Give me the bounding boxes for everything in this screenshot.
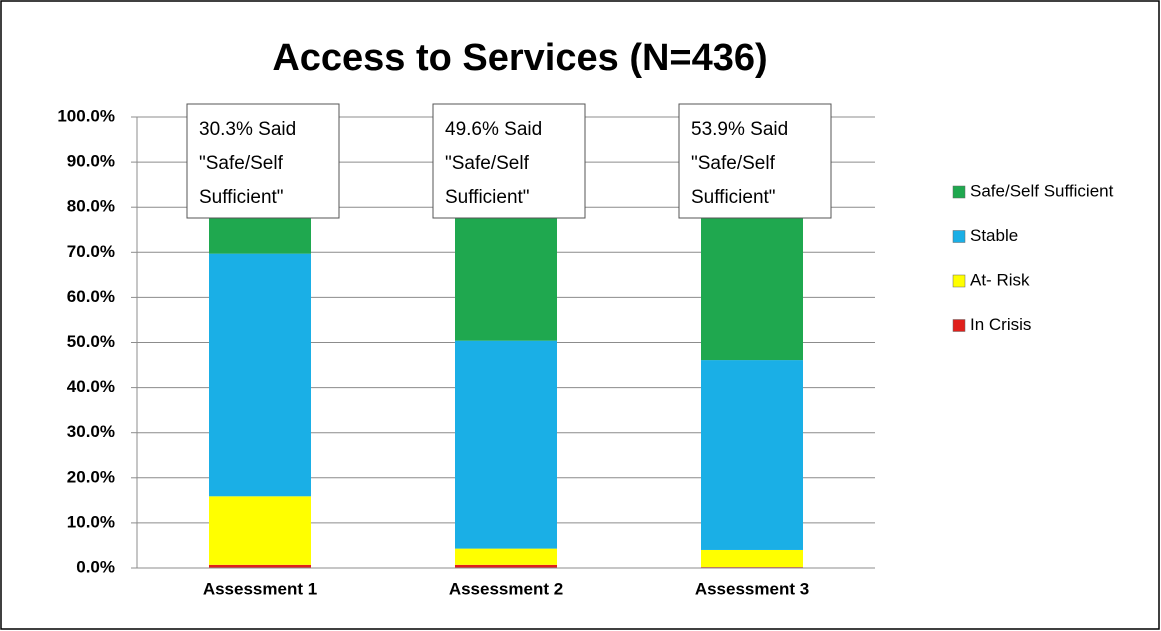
annotation-text: "Safe/Self: [691, 153, 776, 174]
annotation-box: [678, 103, 832, 219]
x-tick-label: Assessment 1: [203, 579, 317, 598]
y-tick-label: 80.0%: [67, 197, 115, 216]
legend-label: Safe/Self Sufficient: [970, 181, 1114, 200]
bar-segment: [455, 548, 557, 565]
legend-swatch: [952, 319, 966, 332]
y-tick-label: 0.0%: [76, 557, 115, 576]
chart-title: Access to Services (N=436): [272, 37, 767, 79]
annotation-text: Sufficient": [445, 187, 530, 208]
y-tick-label: 100.0%: [57, 106, 115, 125]
y-tick-label: 30.0%: [67, 422, 115, 441]
annotation-box: [432, 103, 586, 219]
x-tick-label: Assessment 3: [695, 579, 809, 598]
y-tick-label: 40.0%: [67, 377, 115, 396]
bar-segment: [209, 496, 311, 565]
annotation-text: Sufficient": [199, 187, 284, 208]
annotation-text: 49.6% Said: [445, 119, 542, 140]
annotation-text: "Safe/Self: [445, 153, 530, 174]
y-tick-label: 70.0%: [67, 242, 115, 261]
annotation-text: 53.9% Said: [691, 119, 788, 140]
y-tick-label: 60.0%: [67, 287, 115, 306]
bar-segment: [701, 549, 803, 568]
y-tick-label: 20.0%: [67, 467, 115, 486]
bar-segment: [455, 340, 557, 549]
y-tick-label: 90.0%: [67, 152, 115, 171]
legend-swatch: [952, 185, 966, 199]
annotation-text: Sufficient": [691, 187, 776, 208]
bar-segment: [455, 564, 557, 568]
y-tick-label: 50.0%: [67, 332, 115, 351]
x-tick-label: Assessment 2: [449, 579, 563, 598]
bar-segment: [701, 360, 803, 550]
annotation-box: [186, 103, 340, 219]
annotation-text: 30.3% Said: [199, 119, 296, 140]
annotation-text: "Safe/Self: [199, 153, 284, 174]
legend-label: In Crisis: [970, 315, 1031, 334]
bar-segment: [209, 253, 311, 497]
legend-label: Stable: [970, 226, 1018, 245]
legend-swatch: [952, 274, 966, 288]
legend-swatch: [952, 230, 966, 243]
bar-segment: [209, 564, 311, 568]
y-tick-label: 10.0%: [67, 512, 115, 531]
legend-label: At- Risk: [970, 270, 1030, 289]
